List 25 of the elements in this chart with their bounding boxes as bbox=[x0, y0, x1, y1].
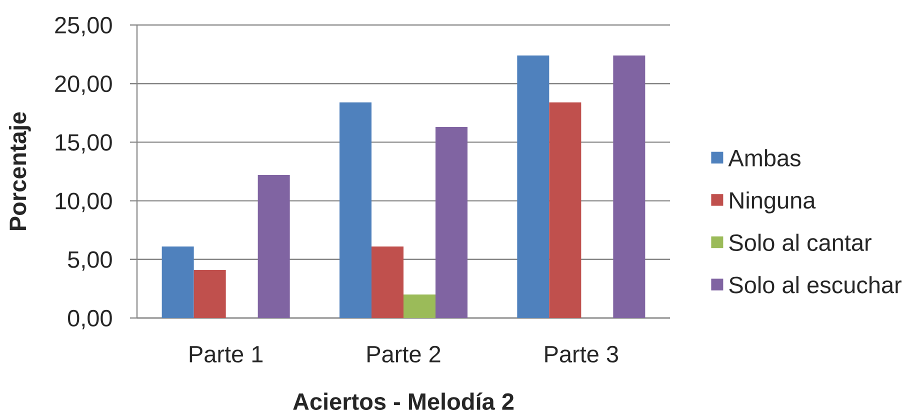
legend-label: Solo al cantar bbox=[729, 234, 872, 252]
bar bbox=[258, 175, 290, 318]
y-tick-label: 0,00 bbox=[68, 310, 112, 330]
x-tick-label: Parte 1 bbox=[190, 346, 263, 363]
legend-label: Ninguna bbox=[730, 191, 816, 214]
y-tick-label: 10,00 bbox=[56, 192, 112, 212]
bar bbox=[517, 55, 550, 318]
bar bbox=[162, 246, 194, 318]
bar bbox=[372, 246, 404, 318]
y-tick-label: 15,00 bbox=[56, 134, 112, 154]
bar bbox=[404, 294, 436, 318]
legend-label: Ambas bbox=[728, 149, 800, 166]
y-tick-label: 5,00 bbox=[68, 251, 112, 271]
bar bbox=[613, 55, 646, 318]
legend-label: Solo al escuchar bbox=[729, 276, 902, 294]
y-axis-title: Porcentaje bbox=[8, 112, 31, 230]
bar bbox=[194, 270, 226, 318]
bar bbox=[340, 102, 372, 318]
y-tick-label: 25,00 bbox=[55, 16, 112, 36]
x-tick-label: Parte 3 bbox=[545, 346, 618, 363]
x-tick-label: Parte 2 bbox=[368, 346, 440, 363]
bar bbox=[436, 126, 468, 318]
y-tick-label: 20,00 bbox=[55, 75, 112, 95]
bar bbox=[549, 102, 582, 318]
x-axis-title: Aciertos - Melodía 2 bbox=[293, 392, 514, 410]
